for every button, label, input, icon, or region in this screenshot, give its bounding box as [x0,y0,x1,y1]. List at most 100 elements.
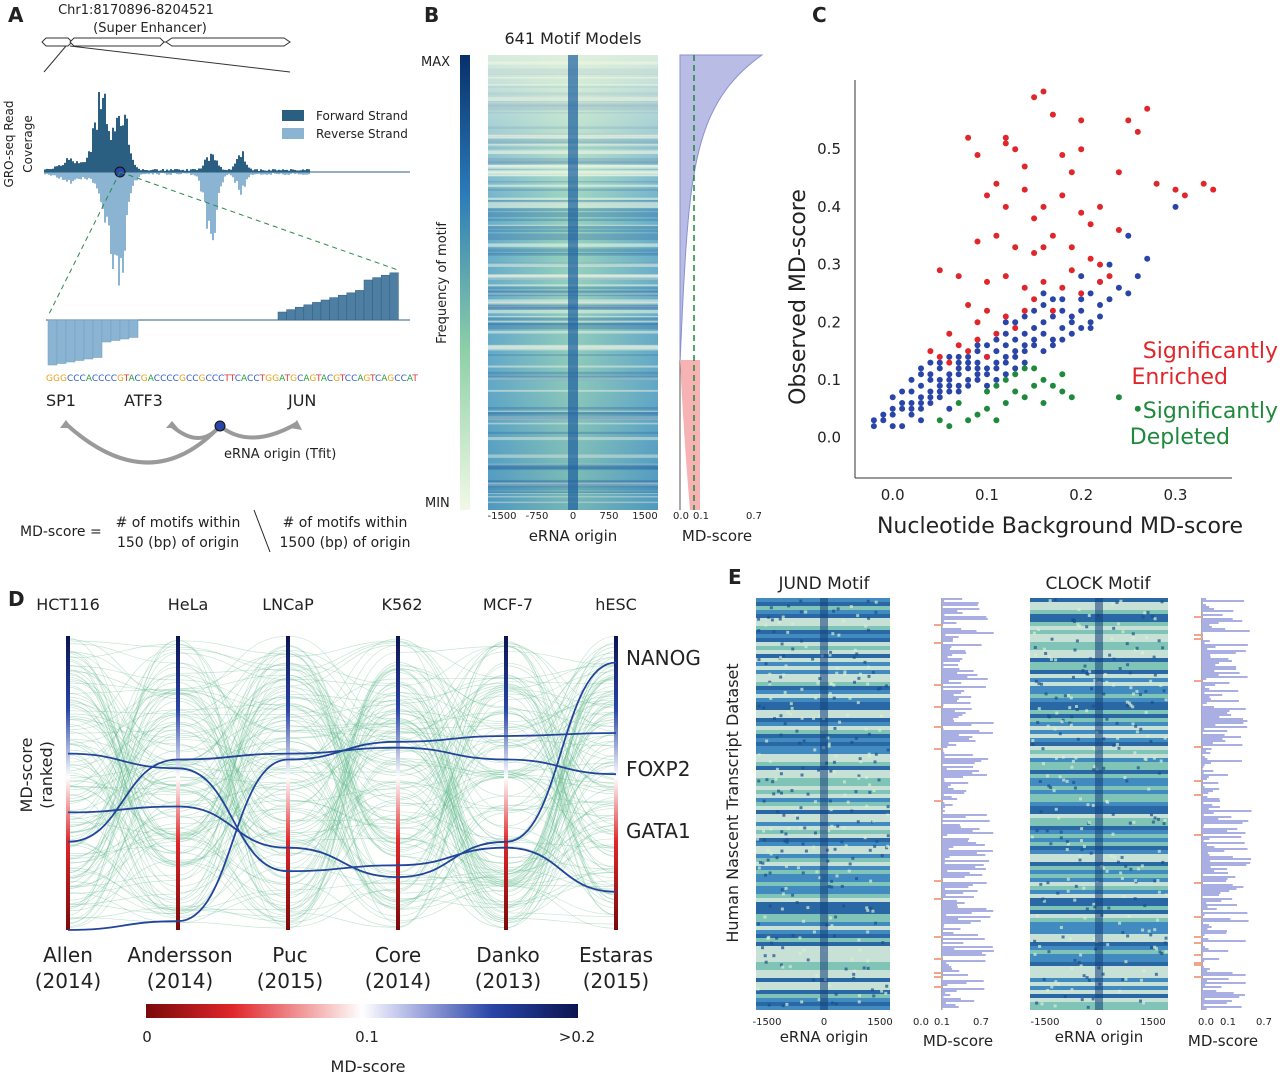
md-bar [1202,992,1234,994]
md-bar [1202,690,1239,692]
reverse-coverage-bar [60,172,62,178]
forward-coverage-bar [274,169,276,172]
scatter-point [1049,296,1056,303]
scatter-point [965,382,972,389]
reverse-coverage-bar [56,172,58,178]
background-curve [67,665,617,911]
md-bar [1202,820,1249,822]
dataset-year: (2015) [257,969,324,993]
forward-coverage-bar [58,165,60,172]
md-bar [1202,632,1203,634]
background-curve [67,656,617,908]
md-bar [1202,968,1210,970]
reverse-coverage-bar [242,172,244,186]
forward-coverage-bar [118,115,120,172]
panel-b-title: 641 Motif Models [504,29,641,48]
md-bar [942,640,953,642]
md-bar-neg [1194,780,1202,782]
reverse-coverage-bar [254,172,256,175]
md-xtick: 0.7 [746,511,762,522]
scatter-point [955,342,962,349]
scatter-point [918,365,924,372]
scatter-point [1134,273,1141,280]
coverage-ylabel-1: GRO-seq Read [2,101,16,188]
scatter-point [1031,307,1038,314]
md-bar [942,604,978,606]
scatter-point [955,388,962,395]
scatter-point [936,353,943,360]
scatter-point [1087,255,1094,262]
md-bar [942,606,943,608]
reverse-coverage-bar [220,172,222,187]
md-bar [942,918,959,920]
reverse-coverage-bar [186,172,188,174]
reverse-coverage-bar [260,172,262,175]
forward-coverage-bar [276,170,278,172]
cell-line-label: LNCaP [262,595,314,614]
md-bar [942,646,952,648]
md-bar [942,886,969,888]
scatter-point [936,388,943,395]
md-bar [942,854,986,856]
background-curve [67,664,617,908]
md-bar [942,682,962,684]
scatter-point [974,365,981,372]
forward-coverage-bar [110,140,112,172]
md-bar [942,720,954,722]
md-bar [1202,768,1203,770]
md-bar [1202,844,1207,846]
md-bar [1202,852,1208,854]
scatter-point [974,152,981,158]
forward-coverage-bar [84,162,86,172]
scatter-point [908,388,915,395]
reverse-coverage-bar [252,172,254,175]
forward-coverage-bar [132,159,134,172]
md-bar [942,832,994,834]
scatter-point [1002,376,1009,383]
md-bar [942,928,961,930]
background-curve [67,686,617,909]
md-bar [942,814,987,816]
reverse-coverage-bar [88,172,90,179]
reverse-coverage-bar [268,172,270,175]
md-bar-neg [1194,638,1202,640]
dataset-name: Puc [272,943,307,967]
reverse-coverage-bar [120,172,122,259]
forward-coverage-bar [216,160,218,172]
md-bar [1202,886,1244,888]
md-bar [942,614,945,616]
forward-zoom-bar [303,304,313,321]
forward-coverage-bar [248,167,250,172]
scatter-point [1115,284,1122,291]
scatter-point [1031,336,1038,343]
reverse-coverage-bar [128,172,130,202]
forward-coverage-bar [96,129,98,172]
forward-coverage-bar [234,163,236,172]
reverse-zoom-bar [83,319,94,360]
md-bar [942,866,976,868]
forward-zoom-bar [380,274,391,321]
md-bar [942,942,964,944]
md-bar [942,862,945,864]
foxp2-label: FOXP2 [626,757,690,781]
md-bar [1202,848,1248,850]
md-bar [942,620,945,622]
scatter-point [1012,365,1019,372]
forward-coverage-bar [66,158,68,172]
formula-lhs: MD-score = [20,524,102,540]
scatter-point [955,359,962,366]
md-xlabel: MD-score [682,527,752,545]
jund-md-tick: 0.0 [913,1017,929,1028]
motif-sp1: SP1 [46,391,76,410]
md-bar [1202,990,1217,992]
md-bar-neg [1194,794,1202,796]
reverse-coverage-bar [232,172,234,178]
jund-title: JUND Motif [777,574,870,594]
scatter-point [984,307,990,314]
forward-zoom-bar [294,306,305,321]
md-bar [942,710,955,712]
background-curve [67,685,617,866]
scatter-point [993,180,1000,187]
scatter-point [1068,330,1075,337]
